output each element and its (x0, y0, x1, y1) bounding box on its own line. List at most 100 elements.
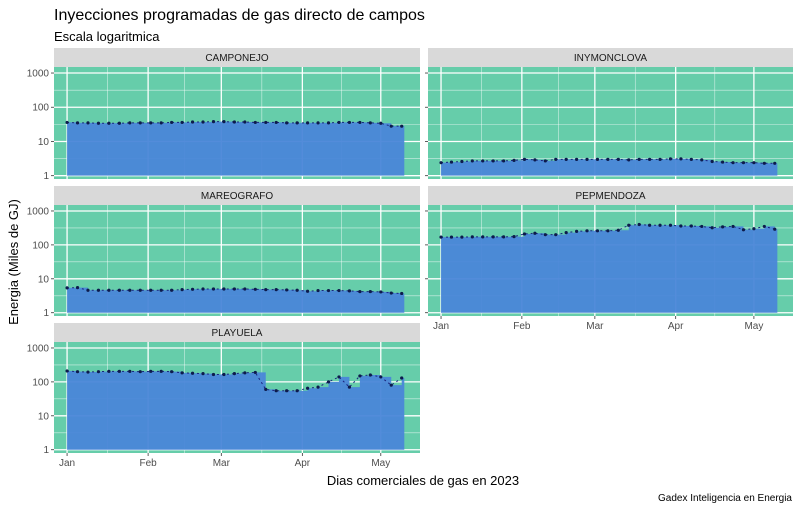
data-point (627, 223, 631, 227)
facet-strip-label: INYMONCLOVA (574, 53, 647, 64)
data-point (243, 371, 247, 375)
data-point (243, 287, 247, 291)
data-point (379, 375, 383, 379)
data-point (96, 288, 101, 292)
data-point (201, 372, 205, 376)
x-tick-label: Jan (59, 458, 75, 469)
data-point (400, 291, 404, 296)
x-tick-label: Feb (513, 321, 531, 332)
data-point (575, 229, 579, 233)
data-point (668, 157, 673, 161)
data-point (616, 228, 620, 232)
data-point (316, 385, 320, 389)
facet-strip (428, 48, 793, 67)
data-point (648, 223, 652, 227)
facet-panels: CAMPONEJO 1 10 100 1000 INYMONCLOVA MAREOGRAFO… (27, 48, 793, 469)
area-series (441, 224, 778, 313)
y-tick-label: 1 (43, 308, 49, 319)
data-point (658, 157, 662, 161)
facet-strip-label: PLAYUELA (212, 328, 263, 339)
data-point (400, 124, 404, 128)
data-point (285, 288, 289, 292)
data-point (65, 369, 69, 373)
data-point (449, 160, 454, 164)
data-point (75, 286, 80, 290)
data-point (170, 288, 174, 292)
data-point (679, 157, 683, 161)
data-point (253, 370, 257, 375)
data-point (232, 372, 236, 376)
chart-subtitle: Escala logaritmica (54, 29, 160, 44)
data-point (616, 157, 620, 161)
x-tick-label: Jan (433, 321, 449, 332)
data-point (470, 235, 474, 239)
data-point (389, 124, 393, 128)
data-point (295, 121, 299, 125)
data-point (721, 160, 725, 164)
data-point (752, 161, 756, 165)
data-point (668, 223, 673, 227)
data-point (700, 224, 704, 229)
data-point (554, 233, 558, 237)
y-tick-label: 100 (32, 240, 49, 251)
facet-strip-label: CAMPONEJO (205, 53, 269, 64)
y-tick-label: 1000 (27, 343, 50, 354)
data-point (65, 120, 69, 125)
data-point (170, 120, 174, 125)
data-point (689, 224, 693, 228)
facet-strip (428, 186, 793, 205)
y-tick-label: 1000 (27, 206, 50, 217)
data-point (358, 374, 362, 378)
data-point (347, 120, 352, 125)
data-point (627, 158, 631, 162)
data-point (86, 121, 90, 125)
data-point (264, 387, 268, 392)
data-point (731, 161, 735, 165)
data-point (326, 288, 331, 293)
data-point (400, 376, 404, 380)
data-point (149, 369, 153, 373)
data-point (637, 157, 641, 161)
panel-pepmendoza: PEPMENDOZA Jan Feb Mar Apr May (425, 186, 793, 332)
data-point (274, 389, 278, 393)
facet-strip (54, 186, 420, 205)
data-point (96, 370, 101, 374)
data-point (585, 157, 589, 161)
data-point (253, 120, 257, 125)
data-point (512, 235, 516, 239)
data-point (710, 159, 714, 164)
area-series (67, 370, 405, 450)
panel-mareografo: MAREOGRAFO 1 10 100 1000 (27, 186, 420, 319)
series-line (67, 121, 402, 127)
data-point (533, 231, 537, 235)
facet-strip-label: PEPMENDOZA (575, 191, 645, 202)
data-point (347, 385, 352, 389)
y-tick-label: 10 (38, 137, 50, 148)
facet-strip (54, 323, 420, 342)
x-axis-title: Dias comerciales de gas en 2023 (327, 473, 519, 488)
data-point (481, 159, 485, 163)
y-tick-label: 1 (43, 171, 49, 182)
series-line (441, 223, 775, 238)
data-point (449, 235, 454, 239)
data-point (117, 121, 121, 125)
data-point (117, 369, 121, 373)
data-point (305, 386, 310, 390)
data-point (274, 288, 278, 292)
data-point (585, 229, 589, 233)
data-point (201, 287, 205, 291)
data-point (295, 389, 299, 393)
data-point (86, 288, 90, 292)
data-point (107, 288, 111, 292)
data-point (75, 121, 80, 125)
data-point (128, 369, 132, 373)
data-point (326, 121, 331, 125)
x-tick-label: Mar (213, 458, 231, 469)
data-point (700, 158, 704, 162)
data-point (533, 158, 537, 162)
panel-camponejo: CAMPONEJO 1 10 100 1000 (27, 48, 420, 182)
data-point (243, 120, 247, 124)
data-point (138, 370, 142, 374)
data-point (138, 121, 142, 125)
